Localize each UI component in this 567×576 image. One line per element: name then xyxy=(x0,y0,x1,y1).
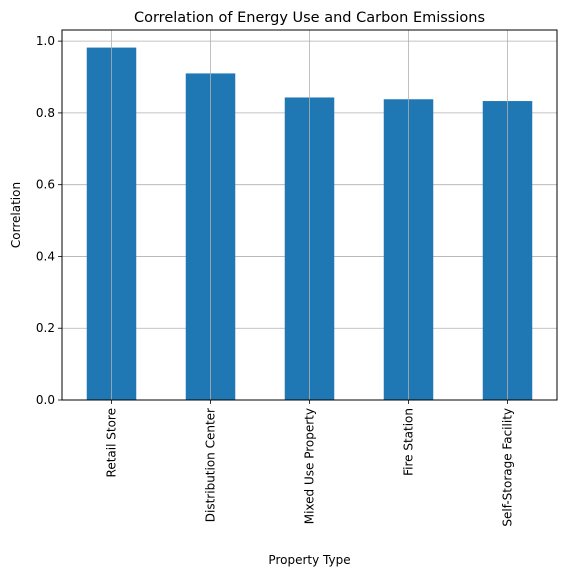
y-tick-label: 0.4 xyxy=(36,249,55,263)
x-tick-label: Distribution Center xyxy=(204,408,218,522)
y-axis-label: Correlation xyxy=(9,182,23,248)
y-axis: 0.0 0.2 0.4 0.6 0.8 1.0 xyxy=(36,34,62,407)
y-tick-label: 0.6 xyxy=(36,178,55,192)
y-tick-label: 0.2 xyxy=(36,321,55,335)
x-tick-label: Retail Store xyxy=(105,408,119,477)
x-tick-label: Mixed Use Property xyxy=(303,408,317,524)
x-axis-label: Property Type xyxy=(268,553,350,567)
y-tick-label: 1.0 xyxy=(36,34,55,48)
x-tick-label: Self-Storage Facility xyxy=(501,408,515,527)
x-axis: Retail Store Distribution Center Mixed Use… xyxy=(105,400,515,527)
y-tick-label: 0.0 xyxy=(36,393,55,407)
y-tick-label: 0.8 xyxy=(36,106,55,120)
x-tick-label: Fire Station xyxy=(402,408,416,476)
vertical-grid xyxy=(111,30,508,400)
chart-title: Correlation of Energy Use and Carbon Emi… xyxy=(134,10,485,26)
